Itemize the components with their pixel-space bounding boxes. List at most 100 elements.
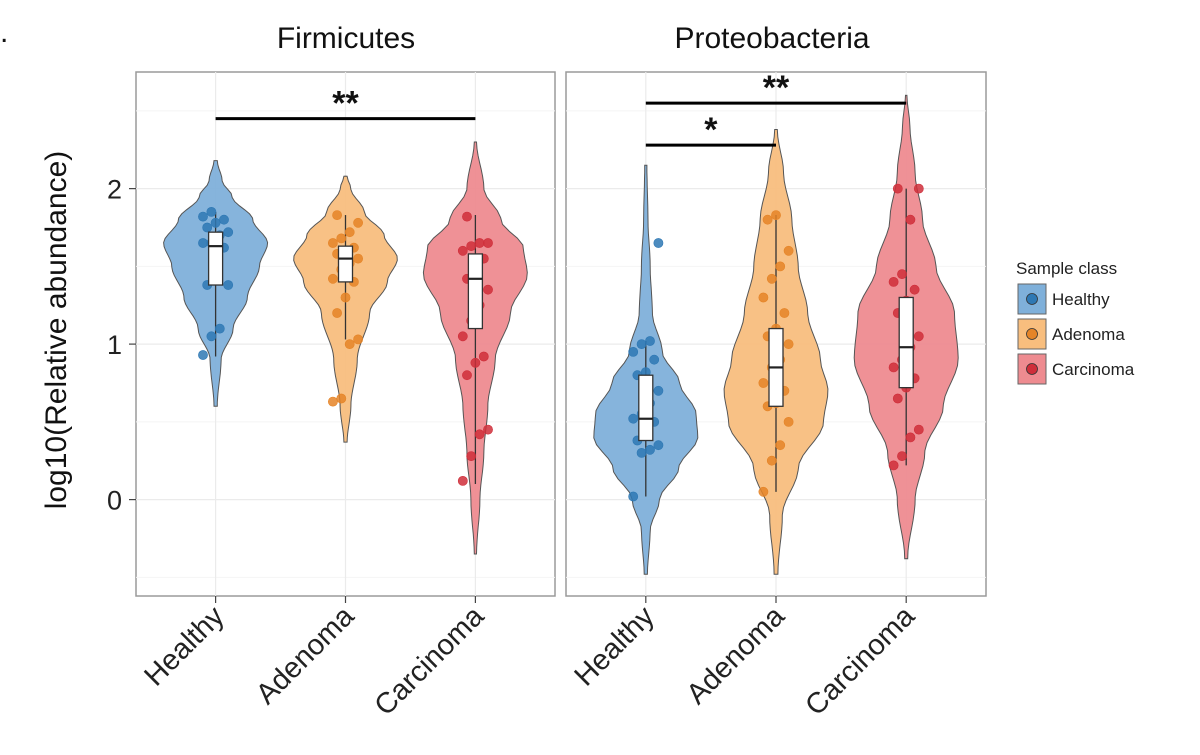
legend-item-carcinoma: Carcinoma bbox=[1017, 353, 1135, 385]
data-point-healthy bbox=[202, 222, 213, 233]
panel-proteobacteria: Proteobacteria *** bbox=[565, 22, 987, 597]
data-point-adenoma bbox=[344, 339, 355, 349]
data-point-carcinoma bbox=[483, 238, 493, 248]
data-point-healthy bbox=[628, 346, 639, 357]
data-point-adenoma bbox=[327, 238, 338, 248]
y-tick-label: 1 bbox=[107, 330, 122, 360]
data-point-adenoma bbox=[758, 292, 769, 303]
data-point-healthy bbox=[223, 280, 234, 290]
significance-proteobacteria: *** bbox=[645, 69, 907, 149]
data-point-adenoma bbox=[353, 217, 363, 228]
panel-title-proteobacteria: Proteobacteria bbox=[674, 22, 869, 55]
legend-point bbox=[1026, 363, 1038, 375]
data-point-healthy bbox=[210, 217, 221, 228]
data-point-healthy bbox=[636, 339, 647, 349]
data-point-carcinoma bbox=[897, 451, 907, 461]
significance-label: ** bbox=[332, 85, 359, 123]
data-point-carcinoma bbox=[913, 424, 924, 435]
panel-title-firmicutes: Firmicutes bbox=[277, 22, 415, 55]
x-tick-label: Healthy bbox=[138, 600, 231, 693]
data-point-healthy bbox=[198, 238, 208, 248]
data-point-adenoma bbox=[762, 214, 773, 225]
legend-item-healthy: Healthy bbox=[1017, 283, 1110, 315]
data-point-carcinoma bbox=[913, 331, 924, 342]
data-point-carcinoma bbox=[470, 357, 481, 368]
data-point-adenoma bbox=[327, 273, 338, 284]
data-point-carcinoma bbox=[466, 241, 477, 251]
data-point-healthy bbox=[198, 350, 208, 360]
y-tick-label: 2 bbox=[107, 175, 122, 205]
data-point-healthy bbox=[645, 444, 655, 455]
data-point-adenoma bbox=[758, 378, 769, 388]
data-point-adenoma bbox=[353, 334, 363, 345]
data-point-adenoma bbox=[344, 227, 355, 238]
data-point-carcinoma bbox=[888, 460, 899, 471]
data-point-carcinoma bbox=[462, 370, 472, 381]
x-axis-ticks: Healthy Adenoma Carcinoma Healthy Adenoma Car… bbox=[138, 596, 922, 722]
data-point-carcinoma bbox=[457, 475, 468, 486]
data-point-carcinoma bbox=[462, 211, 472, 222]
data-point-adenoma bbox=[353, 253, 363, 264]
data-point-adenoma bbox=[336, 233, 347, 244]
legend-item-adenoma: Adenoma bbox=[1017, 318, 1125, 350]
data-point-carcinoma bbox=[913, 183, 924, 194]
data-point-healthy bbox=[219, 214, 229, 225]
data-point-carcinoma bbox=[888, 276, 899, 287]
data-point-adenoma bbox=[783, 416, 794, 427]
data-point-healthy bbox=[223, 227, 234, 238]
legend-label: Adenoma bbox=[1052, 325, 1125, 344]
data-point-carcinoma bbox=[892, 393, 903, 404]
data-point-adenoma bbox=[758, 486, 769, 497]
data-point-healthy bbox=[649, 354, 660, 365]
data-point-adenoma bbox=[775, 261, 786, 272]
data-point-carcinoma bbox=[897, 269, 907, 279]
data-point-carcinoma bbox=[909, 284, 920, 295]
data-point-adenoma bbox=[327, 396, 338, 407]
significance-label: * bbox=[704, 111, 718, 149]
data-point-adenoma bbox=[336, 393, 347, 404]
data-point-adenoma bbox=[340, 292, 351, 303]
x-tick-label: Carcinoma bbox=[369, 600, 491, 722]
legend-title: Sample class bbox=[1016, 259, 1117, 278]
legend: Sample class Healthy Adenoma Carcinoma bbox=[1016, 259, 1135, 385]
data-point-adenoma bbox=[332, 210, 342, 220]
data-point-adenoma bbox=[775, 440, 786, 451]
data-point-adenoma bbox=[783, 339, 794, 349]
box-healthy bbox=[638, 374, 654, 442]
violins-proteobacteria bbox=[593, 94, 959, 575]
y-axis-ticks: 0 1 2 bbox=[107, 175, 136, 516]
box-healthy bbox=[207, 231, 224, 286]
x-tick-label: Carcinoma bbox=[799, 600, 921, 722]
box-carcinoma bbox=[898, 296, 914, 389]
legend-label: Carcinoma bbox=[1052, 360, 1135, 379]
data-point-adenoma bbox=[766, 455, 777, 466]
box-adenoma bbox=[337, 245, 354, 283]
data-point-carcinoma bbox=[466, 451, 477, 461]
data-point-carcinoma bbox=[474, 238, 485, 248]
panel-letter: . bbox=[0, 16, 8, 49]
data-point-healthy bbox=[628, 491, 639, 502]
data-point-carcinoma bbox=[483, 424, 493, 435]
data-point-carcinoma bbox=[905, 214, 916, 225]
significance-label: ** bbox=[763, 69, 790, 107]
data-point-carcinoma bbox=[905, 432, 916, 443]
y-axis-title: log10(Relative abundance) bbox=[40, 151, 73, 510]
x-tick-label: Adenoma bbox=[250, 600, 361, 711]
data-point-adenoma bbox=[779, 308, 790, 318]
data-point-healthy bbox=[206, 206, 217, 217]
legend-point bbox=[1026, 328, 1038, 340]
legend-label: Healthy bbox=[1052, 290, 1110, 309]
legend-point bbox=[1026, 293, 1038, 305]
data-point-healthy bbox=[628, 413, 639, 424]
violins-firmicutes bbox=[163, 141, 528, 555]
data-point-carcinoma bbox=[888, 362, 899, 373]
data-point-healthy bbox=[214, 323, 225, 334]
data-point-adenoma bbox=[783, 245, 794, 256]
data-point-carcinoma bbox=[457, 245, 468, 256]
data-point-healthy bbox=[636, 447, 647, 458]
data-point-healthy bbox=[206, 331, 217, 342]
data-point-adenoma bbox=[771, 210, 781, 220]
data-point-carcinoma bbox=[892, 183, 903, 194]
box-carcinoma bbox=[467, 253, 484, 330]
